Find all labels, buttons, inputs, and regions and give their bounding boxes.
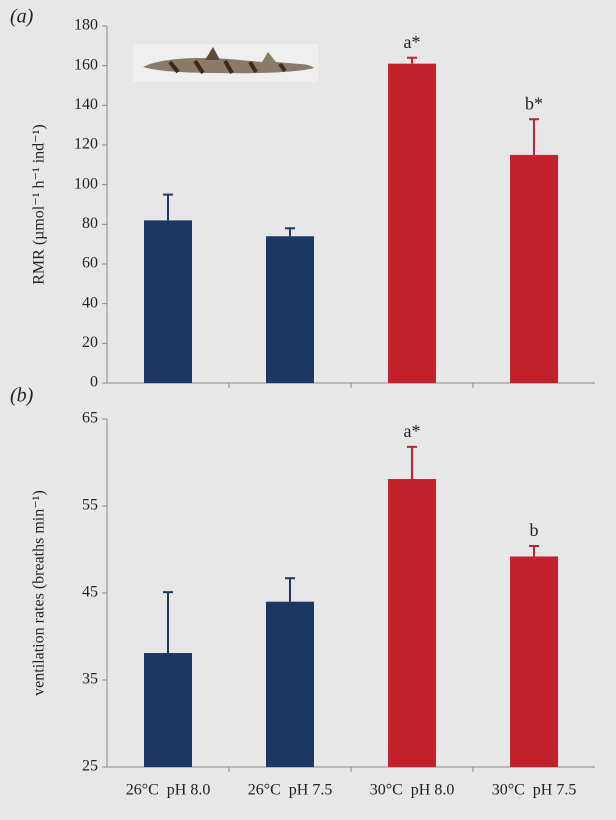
- y-axis-title: ventilation rates (breaths min⁻¹): [31, 490, 48, 696]
- y-axis-title: RMR (µmol⁻¹ h⁻¹ ind⁻¹): [31, 124, 48, 285]
- y-tick-label: 80: [82, 215, 98, 232]
- bar: [266, 236, 314, 383]
- bar: [388, 479, 436, 767]
- y-tick-label: 60: [82, 255, 98, 272]
- y-tick-label: 45: [82, 584, 98, 601]
- y-tick-label: 20: [82, 334, 98, 351]
- x-tick-label: 30°C pH 7.5: [492, 782, 577, 799]
- bar: [510, 154, 558, 383]
- bar: [144, 653, 192, 767]
- y-tick-label: 40: [82, 294, 98, 311]
- y-tick-label: 35: [82, 671, 98, 688]
- x-tick-label: 26°C pH 8.0: [126, 782, 211, 799]
- bar: [510, 556, 558, 767]
- bar-annotation: a*: [404, 32, 421, 52]
- y-tick-label: 160: [74, 56, 98, 73]
- bar: [388, 63, 436, 383]
- y-tick-label: 65: [82, 410, 98, 427]
- bar-annotation: a*: [404, 421, 421, 441]
- shark-illustration: [133, 44, 318, 82]
- x-tick-label: 30°C pH 8.0: [370, 782, 455, 799]
- bar-annotation: b: [530, 520, 539, 540]
- y-tick-label: 140: [74, 96, 98, 113]
- y-tick-label: 0: [90, 374, 98, 391]
- y-tick-label: 120: [74, 136, 98, 153]
- x-tick-label: 26°C pH 7.5: [248, 782, 333, 799]
- y-tick-label: 55: [82, 497, 98, 514]
- bar: [266, 601, 314, 767]
- y-tick-label: 100: [74, 175, 98, 192]
- y-tick-label: 180: [74, 17, 98, 34]
- panel-label: (a): [10, 6, 34, 28]
- panel-label: (b): [10, 385, 34, 407]
- bar-annotation: b*: [525, 93, 543, 113]
- y-tick-label: 25: [82, 758, 98, 775]
- bar: [144, 220, 192, 383]
